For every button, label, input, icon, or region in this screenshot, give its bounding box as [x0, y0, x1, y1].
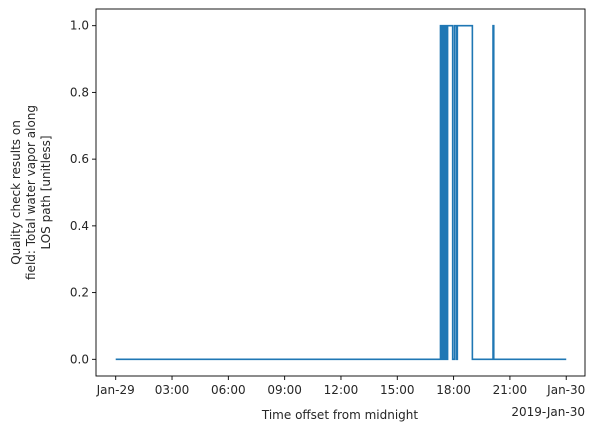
y-tick-label-0: 0.0 [70, 352, 89, 366]
y-tick-label-2: 0.4 [70, 219, 89, 233]
plot-frame [95, 8, 586, 377]
y-axis-label-line-1: field: Total water vapor along [24, 105, 38, 280]
y-tick-label-5: 1.0 [70, 19, 89, 33]
x-axis-label: Time offset from midnight [261, 408, 418, 422]
x-tick-label-6: 18:00 [436, 383, 471, 397]
series-line-0 [115, 24, 567, 361]
x-axis: Jan-29 03:00 06:00 09:00 12:00 15:00 18:00 21:0… [96, 376, 585, 397]
x-tick-label-0: Jan-29 [96, 383, 135, 397]
y-axis-label-line-0: Quality check results on [9, 120, 23, 265]
series-layer [115, 24, 567, 361]
x-tick-label-4: 12:00 [324, 383, 359, 397]
y-axis: 0.0 0.2 0.4 0.6 0.8 1.0 [70, 19, 96, 366]
y-axis-label-line-2: LOS path [unitless] [39, 135, 53, 249]
x-axis-offset-label: 2019-Jan-30 [511, 405, 585, 419]
x-tick-label-8: Jan-30 [546, 383, 585, 397]
x-tick-label-5: 15:00 [380, 383, 415, 397]
y-tick-label-1: 0.2 [70, 286, 89, 300]
y-tick-label-4: 0.8 [70, 85, 89, 99]
x-tick-label-7: 21:00 [493, 383, 528, 397]
x-tick-label-3: 09:00 [267, 383, 302, 397]
plot-background [96, 9, 585, 376]
y-axis-label: Quality check results on field: Total wat… [9, 105, 53, 280]
x-tick-label-2: 06:00 [211, 383, 246, 397]
y-tick-label-3: 0.6 [70, 152, 89, 166]
x-tick-label-1: 03:00 [155, 383, 190, 397]
